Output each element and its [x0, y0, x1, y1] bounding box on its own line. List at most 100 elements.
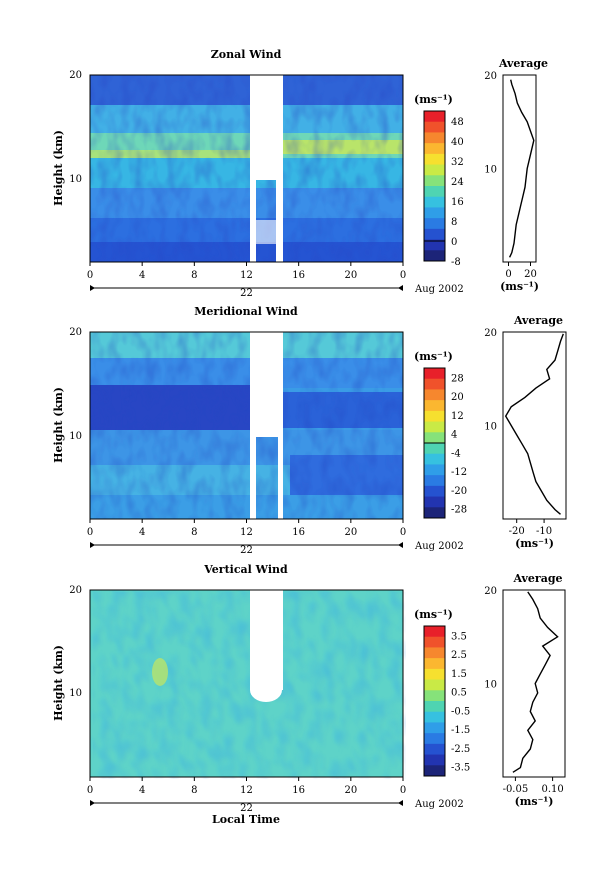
colorbar-swatch [424, 754, 445, 766]
meridional-y-axis: 20 10 Height (km) [52, 327, 82, 463]
meridional-ytick-20: 20 [69, 327, 82, 338]
colorbar-swatch [424, 475, 445, 487]
colorbar-swatch [424, 421, 445, 433]
colorbar-label: 0 [451, 237, 457, 248]
x-tick-label: 0 [400, 270, 406, 281]
colorbar-swatch [424, 186, 445, 198]
average-title: Average [513, 314, 563, 327]
x-tick-label: 4 [139, 527, 145, 538]
local-time-xlabel: Local Time [212, 813, 280, 826]
colorbar-unit: (ms⁻¹) [414, 608, 453, 621]
x-tick-label: 20 [344, 270, 357, 281]
colorbar-swatch [424, 368, 445, 380]
meridional-heatmap [89, 331, 404, 520]
colorbar-label: 2.5 [451, 650, 467, 661]
average-title: Average [498, 57, 548, 70]
average-unit: (ms⁻¹) [500, 280, 539, 293]
average-xtick-label: 0.10 [541, 784, 563, 795]
average-xtick-label: -20 [509, 526, 525, 537]
colorbar-label: 20 [451, 392, 464, 403]
colorbar-label: 0.5 [451, 688, 467, 699]
date-day-label: 22 [240, 803, 253, 814]
average-xtick-label: -10 [536, 526, 552, 537]
colorbar-label: -1.5 [451, 725, 470, 736]
colorbar-swatch [424, 453, 445, 465]
vertical-ylabel: Height (km) [52, 645, 65, 721]
date-bar-end [398, 542, 403, 548]
colorbar-swatch [424, 636, 445, 648]
average-ytick: 10 [484, 680, 497, 691]
colorbar-label: 32 [451, 157, 464, 168]
colorbar-label: 16 [451, 197, 464, 208]
average-ytick: 10 [484, 165, 497, 176]
colorbar-unit: (ms⁻¹) [414, 93, 453, 106]
colorbar-label: -12 [451, 467, 467, 478]
x-tick-label: 16 [292, 785, 305, 796]
colorbar-swatch [424, 701, 445, 713]
colorbar-label: -4 [451, 448, 461, 459]
colorbar-swatch [424, 400, 445, 412]
colorbar-swatch [424, 250, 445, 262]
colorbar-swatch [424, 132, 445, 144]
colorbar-label: -0.5 [451, 706, 470, 717]
x-tick-label: 8 [191, 270, 197, 281]
colorbar-swatch [424, 111, 445, 123]
date-month-label: Aug 2002 [414, 541, 464, 552]
date-bar-start [90, 800, 95, 806]
vertical-average-profile: Average 20 10 -0.05 0.10(ms⁻¹) [484, 572, 566, 808]
average-ytick: 20 [484, 328, 497, 339]
date-bar-start [90, 542, 95, 548]
colorbar-swatch [424, 743, 445, 756]
colorbar-swatch [424, 765, 445, 777]
x-tick-label: 0 [87, 785, 93, 796]
average-xtick-label: 0 [505, 269, 511, 280]
colorbar-swatch [424, 410, 445, 423]
colorbar-label: 4 [451, 430, 457, 441]
zonal-x-axis: 0 4 8 12 16 20 0 22 Aug 2002 [87, 262, 464, 299]
meridional-ylabel: Height (km) [52, 387, 65, 463]
average-unit: (ms⁻¹) [515, 795, 554, 808]
colorbar-swatch [424, 626, 445, 638]
colorbar-label: 3.5 [451, 631, 467, 642]
colorbar-swatch [424, 175, 445, 187]
x-tick-label: 4 [139, 270, 145, 281]
vertical-title: Vertical Wind [203, 563, 288, 576]
vertical-colorbar: (ms⁻¹) 3.5 2.5 1.5 0.5 -0.5 -1.5 -2.5 -3.5 [414, 608, 470, 777]
x-tick-label: 16 [292, 270, 305, 281]
zonal-ylabel: Height (km) [52, 130, 65, 206]
colorbar-label: 40 [451, 137, 464, 148]
average-unit: (ms⁻¹) [515, 537, 554, 550]
vertical-y-axis: 20 10 Height (km) [52, 585, 82, 721]
colorbar-label: 24 [451, 177, 464, 188]
average-ytick: 20 [484, 71, 497, 82]
x-tick-label: 12 [240, 270, 253, 281]
x-tick-label: 12 [240, 785, 253, 796]
colorbar-swatch [424, 464, 445, 476]
colorbar-swatch [424, 507, 445, 519]
average-title: Average [512, 572, 562, 585]
colorbar-swatch [424, 668, 445, 681]
meridional-average-profile: Average 20 10 -20 -10(ms⁻¹) [484, 314, 567, 550]
zonal-ytick-10: 10 [69, 174, 82, 185]
x-tick-label: 4 [139, 785, 145, 796]
colorbar-swatch [424, 432, 445, 444]
colorbar-swatch [424, 658, 445, 670]
meridional-x-axis: 0 4 8 12 16 20 0 22 Aug 2002 [87, 519, 464, 556]
colorbar-swatch [424, 733, 445, 745]
colorbar-label: 48 [451, 117, 464, 128]
colorbar-swatch [424, 143, 445, 155]
colorbar-label: 12 [451, 411, 464, 422]
colorbar-swatch [424, 218, 445, 230]
vertical-heatmap [89, 589, 406, 779]
x-tick-label: 20 [344, 785, 357, 796]
colorbar-frame [423, 110, 446, 262]
colorbar-swatch [424, 196, 445, 208]
zonal-heatmap [89, 74, 404, 263]
date-month-label: Aug 2002 [414, 799, 464, 810]
x-tick-label: 16 [292, 527, 305, 538]
date-bar-end [398, 800, 403, 806]
meridional-ytick-10: 10 [69, 431, 82, 442]
colorbar-swatch [424, 711, 445, 723]
